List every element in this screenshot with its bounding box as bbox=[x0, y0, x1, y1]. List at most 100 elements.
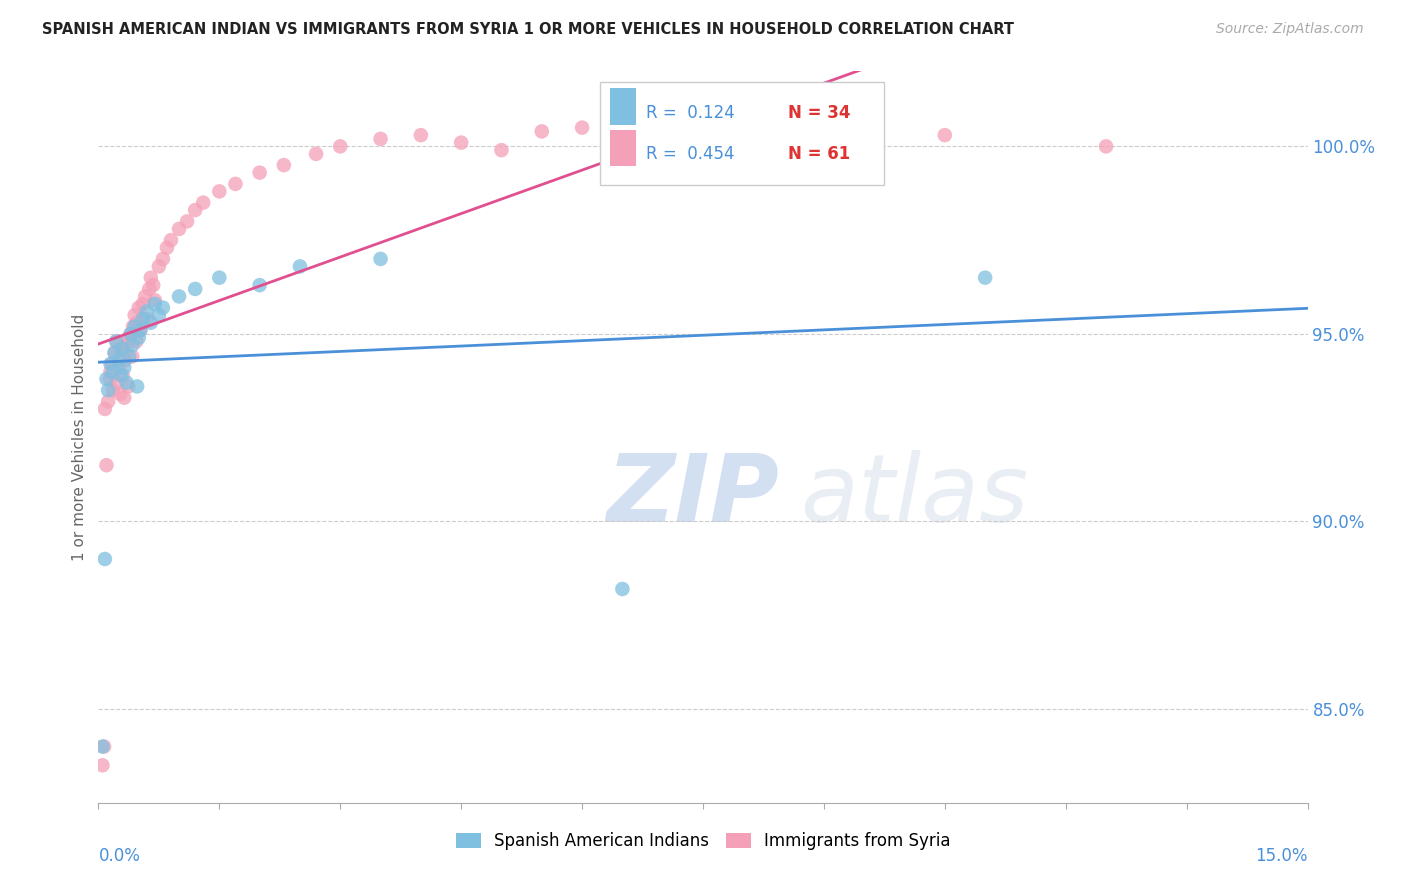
Point bbox=[733, 147, 755, 161]
Point bbox=[107, 360, 129, 375]
Point bbox=[121, 338, 143, 352]
Point bbox=[127, 316, 149, 330]
Point bbox=[129, 323, 152, 337]
Point bbox=[128, 331, 150, 345]
Point bbox=[101, 357, 124, 371]
Text: atlas: atlas bbox=[800, 450, 1028, 541]
FancyBboxPatch shape bbox=[610, 88, 637, 125]
Point bbox=[167, 289, 190, 303]
Point bbox=[135, 304, 157, 318]
Point bbox=[107, 353, 129, 368]
Point bbox=[100, 357, 122, 371]
Point bbox=[112, 391, 135, 405]
Point bbox=[184, 203, 207, 218]
Text: SPANISH AMERICAN INDIAN VS IMMIGRANTS FROM SYRIA 1 OR MORE VEHICLES IN HOUSEHOLD: SPANISH AMERICAN INDIAN VS IMMIGRANTS FR… bbox=[42, 22, 1014, 37]
Point bbox=[305, 147, 328, 161]
Point bbox=[139, 270, 162, 285]
Point bbox=[184, 282, 207, 296]
Point bbox=[612, 582, 634, 596]
Point bbox=[114, 353, 136, 368]
Point bbox=[208, 270, 231, 285]
Y-axis label: 1 or more Vehicles in Household: 1 or more Vehicles in Household bbox=[72, 313, 87, 561]
Point bbox=[124, 308, 146, 322]
Text: 0.0%: 0.0% bbox=[98, 847, 141, 864]
Point bbox=[108, 387, 131, 401]
Point bbox=[152, 252, 174, 266]
Point bbox=[112, 360, 135, 375]
Point bbox=[118, 331, 141, 345]
Point bbox=[138, 282, 160, 296]
Point bbox=[129, 323, 152, 337]
Text: R =  0.454: R = 0.454 bbox=[647, 145, 735, 163]
Point bbox=[249, 166, 271, 180]
Point bbox=[813, 136, 835, 150]
Point bbox=[132, 312, 155, 326]
Point bbox=[100, 364, 122, 378]
Point bbox=[273, 158, 295, 172]
FancyBboxPatch shape bbox=[610, 130, 637, 167]
Point bbox=[103, 345, 125, 359]
Point bbox=[97, 394, 120, 409]
Point bbox=[530, 124, 553, 138]
Point bbox=[101, 383, 124, 397]
Point bbox=[139, 316, 162, 330]
Point bbox=[110, 368, 132, 383]
Point bbox=[110, 342, 132, 356]
Point bbox=[94, 401, 117, 416]
Point bbox=[329, 139, 352, 153]
Point bbox=[156, 241, 179, 255]
Point bbox=[124, 319, 146, 334]
Point bbox=[143, 297, 166, 311]
Point bbox=[571, 120, 593, 135]
Text: N = 34: N = 34 bbox=[787, 104, 851, 122]
Point bbox=[132, 297, 155, 311]
Point bbox=[115, 338, 138, 352]
Point bbox=[370, 132, 392, 146]
Point bbox=[160, 233, 183, 247]
Point bbox=[98, 372, 121, 386]
Point bbox=[143, 293, 166, 308]
Point bbox=[120, 326, 142, 341]
Text: N = 61: N = 61 bbox=[787, 145, 849, 163]
Point bbox=[105, 334, 128, 349]
Point bbox=[288, 260, 311, 274]
Point bbox=[111, 368, 134, 383]
Point bbox=[117, 379, 139, 393]
Point bbox=[148, 260, 170, 274]
Point bbox=[97, 383, 120, 397]
Point bbox=[96, 458, 118, 473]
Point bbox=[142, 278, 165, 293]
Point bbox=[167, 222, 190, 236]
Point bbox=[111, 342, 134, 356]
Point bbox=[115, 376, 138, 390]
Point bbox=[94, 552, 117, 566]
Point bbox=[101, 364, 124, 378]
Point bbox=[121, 350, 143, 364]
Point bbox=[127, 379, 149, 393]
Point bbox=[974, 270, 997, 285]
Point bbox=[370, 252, 392, 266]
Point bbox=[91, 758, 114, 772]
Point bbox=[128, 301, 150, 315]
Point bbox=[96, 372, 118, 386]
Point bbox=[118, 350, 141, 364]
Point bbox=[103, 345, 125, 359]
Point bbox=[93, 739, 115, 754]
Point bbox=[135, 312, 157, 326]
Legend: Spanish American Indians, Immigrants from Syria: Spanish American Indians, Immigrants fro… bbox=[449, 825, 957, 856]
Text: 15.0%: 15.0% bbox=[1256, 847, 1308, 864]
Text: R =  0.124: R = 0.124 bbox=[647, 104, 735, 122]
Point bbox=[249, 278, 271, 293]
Point bbox=[934, 128, 956, 142]
Point bbox=[491, 143, 513, 157]
Point bbox=[105, 334, 128, 349]
Point bbox=[450, 136, 472, 150]
Point bbox=[120, 326, 142, 341]
Text: ZIP: ZIP bbox=[606, 450, 779, 541]
Text: Source: ZipAtlas.com: Source: ZipAtlas.com bbox=[1216, 22, 1364, 37]
Point bbox=[176, 214, 198, 228]
FancyBboxPatch shape bbox=[600, 82, 884, 185]
Point bbox=[409, 128, 432, 142]
Point bbox=[208, 185, 231, 199]
Point bbox=[1095, 139, 1118, 153]
